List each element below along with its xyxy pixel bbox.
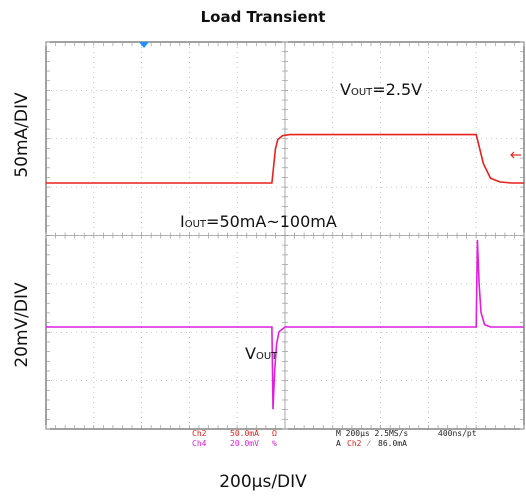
vout-annotation-top: VOUT=2.5V xyxy=(340,80,422,99)
readout-ch2-scale: 50.0mA xyxy=(230,429,259,438)
readout-ch4-unit: % xyxy=(272,439,277,448)
vout-annotation-bottom: VOUT xyxy=(245,344,278,363)
iout-annotation: IOUT=50mA~100mA xyxy=(180,212,337,231)
readout-trigger-slope: ⁄ xyxy=(366,439,371,448)
ch2-current-trace xyxy=(46,133,524,184)
x-axis-label: 200µs/DIV xyxy=(219,472,307,492)
readout-ch4-scale: 20.0mV xyxy=(230,439,259,448)
readout-trigger-level: 86.0mA xyxy=(378,439,407,448)
scope-readout: Ch2 50.0mA Ω Ch4 20.0mV % M 200µs 2.5MS/… xyxy=(192,429,477,448)
readout-trigger-channel: Ch2 xyxy=(347,439,362,448)
ch4-voltage-trace xyxy=(46,239,524,410)
trigger-position-marker xyxy=(139,42,149,48)
trigger-level-marker xyxy=(510,151,521,159)
scope-grid xyxy=(45,41,525,430)
chart-title: Load Transient xyxy=(200,8,326,26)
readout-record-length: 400ns/pt xyxy=(438,429,477,438)
readout-trigger-prefix: A xyxy=(336,439,341,448)
readout-timebase: M 200µs 2.5MS/s xyxy=(336,429,408,438)
readout-ch2-unit: Ω xyxy=(272,429,277,438)
readout-ch4-name: Ch4 xyxy=(192,439,207,448)
readout-ch2-name: Ch2 xyxy=(192,429,207,438)
